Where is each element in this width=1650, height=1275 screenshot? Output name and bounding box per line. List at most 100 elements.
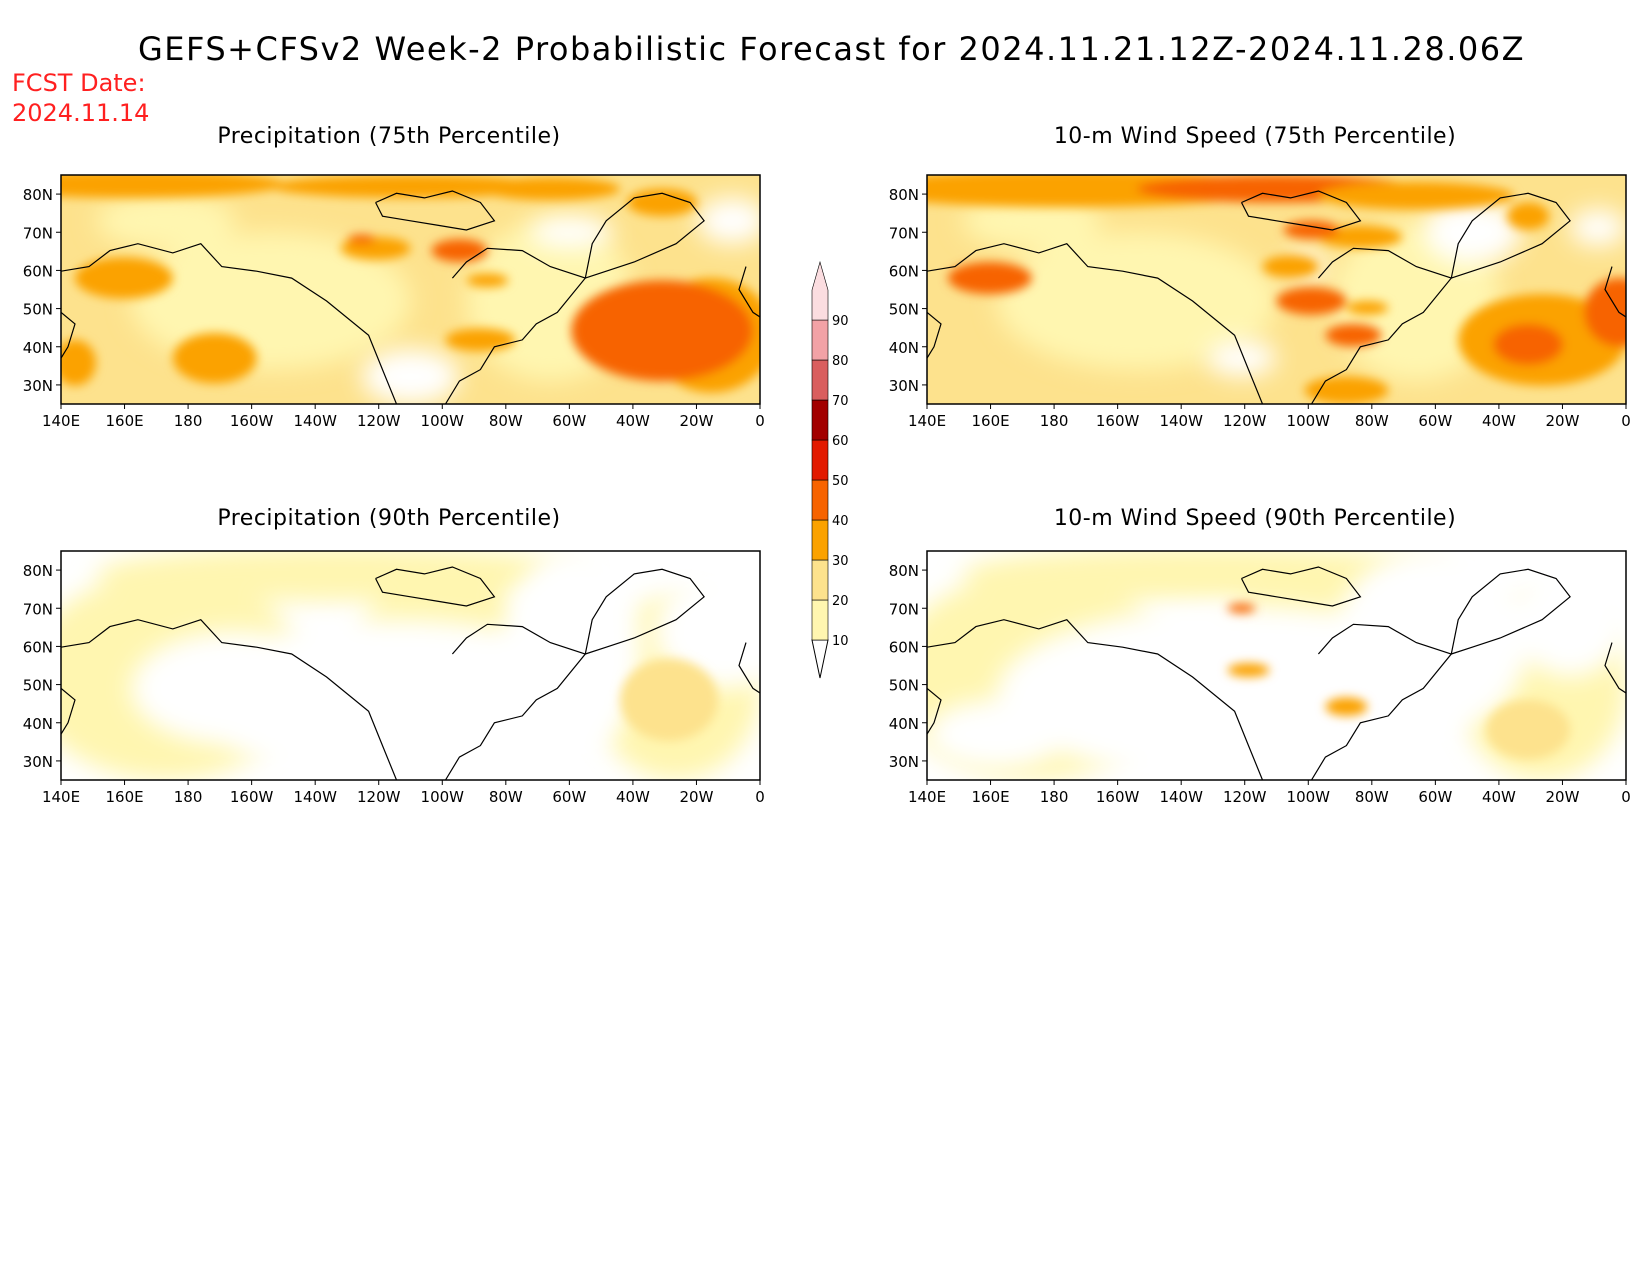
field-contour bbox=[1227, 663, 1270, 677]
lon-tick-label: 80W bbox=[1355, 788, 1389, 806]
lon-tick-label: 0 bbox=[1621, 788, 1631, 806]
coastline bbox=[927, 311, 942, 359]
lon-tick-label: 160W bbox=[1096, 412, 1140, 430]
lon-tick-label: 60W bbox=[1418, 788, 1452, 806]
coastline bbox=[444, 623, 587, 780]
lon-tick-label: 140E bbox=[42, 788, 80, 806]
lat-tick-label: 40N bbox=[889, 339, 919, 357]
lon-tick-label: 140W bbox=[293, 412, 337, 430]
colorbar-label: 30 bbox=[832, 554, 849, 569]
field-contour bbox=[1276, 287, 1347, 315]
field-contour bbox=[1507, 202, 1550, 230]
field-contour bbox=[1486, 699, 1571, 760]
field-contour bbox=[270, 175, 551, 198]
lon-tick-label: 0 bbox=[1621, 412, 1631, 430]
colorbar: 10 20 30 40 50 60 70 80 90 bbox=[811, 260, 849, 679]
panel-title-precip-75: Precipitation (75th Percentile) bbox=[217, 124, 561, 149]
coastline bbox=[1310, 247, 1453, 404]
field-contour bbox=[61, 175, 285, 198]
lon-tick-label: 160W bbox=[230, 412, 274, 430]
field-contour bbox=[1325, 323, 1382, 347]
field-contour bbox=[480, 177, 621, 201]
coastline bbox=[1240, 566, 1362, 607]
field-contour bbox=[1206, 339, 1277, 377]
lon-tick-label: 0 bbox=[755, 412, 765, 430]
lon-tick-label: 80W bbox=[489, 788, 523, 806]
colorbar-segment bbox=[811, 399, 829, 441]
coastline bbox=[375, 566, 496, 607]
lon-tick-label: 160E bbox=[105, 412, 143, 430]
field-contour bbox=[95, 555, 446, 593]
map-frame bbox=[60, 550, 761, 781]
lon-tick-label: 160W bbox=[1096, 788, 1140, 806]
field-contour bbox=[655, 573, 760, 689]
map-panel-wind90: 140E 160E 180 160W 140W 120W 100W 80W 60W 40W 20W 0… bbox=[889, 550, 1631, 806]
lon-tick-label: 60W bbox=[552, 788, 586, 806]
colorbar-segment bbox=[811, 439, 829, 481]
colorbar-label: 60 bbox=[832, 434, 849, 449]
lat-tick-label: 50N bbox=[889, 301, 919, 319]
map-panel-wind75: 140E 160E 180 160W 140W 120W 100W 80W 60W 40W 20W 0… bbox=[889, 174, 1631, 430]
field-contour bbox=[1346, 300, 1389, 315]
coastline bbox=[1604, 266, 1626, 318]
lat-tick-label: 70N bbox=[23, 224, 53, 242]
map-panel-precip75: 140E 160E 180 160W 140W 120W 100W 80W 60W 40W 20W 0… bbox=[23, 174, 765, 430]
field-contour bbox=[1318, 225, 1403, 249]
lon-tick-label: 180 bbox=[174, 788, 203, 806]
coastline bbox=[584, 192, 705, 279]
field-contour bbox=[1570, 209, 1626, 246]
field-contour bbox=[1332, 551, 1529, 735]
field-contour bbox=[347, 234, 376, 244]
field-contour bbox=[648, 692, 677, 712]
forecast-date-label: FCST Date: bbox=[12, 69, 146, 97]
lon-tick-label: 100W bbox=[421, 788, 465, 806]
coastline bbox=[738, 642, 760, 694]
field-contour bbox=[74, 257, 173, 299]
lat-tick-label: 60N bbox=[23, 262, 53, 280]
lat-tick-label: 50N bbox=[23, 301, 53, 319]
lat-tick-label: 30N bbox=[889, 753, 919, 771]
lat-tick-label: 30N bbox=[23, 753, 53, 771]
lon-tick-label: 20W bbox=[679, 412, 713, 430]
field-contour bbox=[1514, 562, 1626, 677]
panel-title-precip-90: Precipitation (90th Percentile) bbox=[217, 506, 561, 531]
colorbar-label: 20 bbox=[832, 594, 849, 609]
lon-tick-label: 180 bbox=[174, 412, 203, 430]
lon-tick-label: 140W bbox=[1159, 412, 1203, 430]
field-contour bbox=[641, 319, 698, 352]
lon-tick-label: 80W bbox=[489, 412, 523, 430]
field-contour bbox=[1423, 200, 1522, 265]
field-contour bbox=[1304, 376, 1389, 404]
field-contour bbox=[61, 339, 96, 386]
map-panel-precip90: 140E 160E 180 160W 140W 120W 100W 80W 60W 40W 20W 0… bbox=[23, 550, 765, 806]
lon-tick-label: 120W bbox=[1223, 412, 1267, 430]
lat-tick-label: 70N bbox=[23, 600, 53, 618]
field-contour bbox=[947, 262, 1032, 295]
coastline bbox=[61, 243, 398, 404]
colorbar-segment bbox=[811, 319, 829, 361]
lat-tick-label: 80N bbox=[889, 562, 919, 580]
field-contour bbox=[529, 216, 614, 249]
coastline bbox=[61, 619, 398, 780]
colorbar-segment bbox=[811, 479, 829, 521]
coastline bbox=[584, 568, 705, 655]
coastline bbox=[738, 266, 760, 318]
field-contour bbox=[1283, 220, 1340, 240]
lon-tick-label: 140E bbox=[908, 412, 946, 430]
lat-tick-label: 50N bbox=[23, 677, 53, 695]
colorbar-label: 90 bbox=[832, 314, 849, 329]
field-contour bbox=[1325, 697, 1368, 716]
lon-tick-label: 120W bbox=[357, 412, 401, 430]
coastline bbox=[1450, 568, 1571, 655]
lon-tick-label: 20W bbox=[679, 788, 713, 806]
lat-tick-label: 40N bbox=[23, 715, 53, 733]
lat-tick-label: 60N bbox=[889, 638, 919, 656]
colorbar-label: 40 bbox=[832, 514, 849, 529]
lon-tick-label: 40W bbox=[1482, 412, 1516, 430]
lon-tick-label: 160E bbox=[971, 788, 1009, 806]
lon-tick-label: 140E bbox=[42, 412, 80, 430]
colorbar-top-tip bbox=[811, 260, 829, 321]
lat-tick-label: 60N bbox=[23, 638, 53, 656]
lon-tick-label: 100W bbox=[421, 412, 465, 430]
lon-tick-label: 140W bbox=[293, 788, 337, 806]
